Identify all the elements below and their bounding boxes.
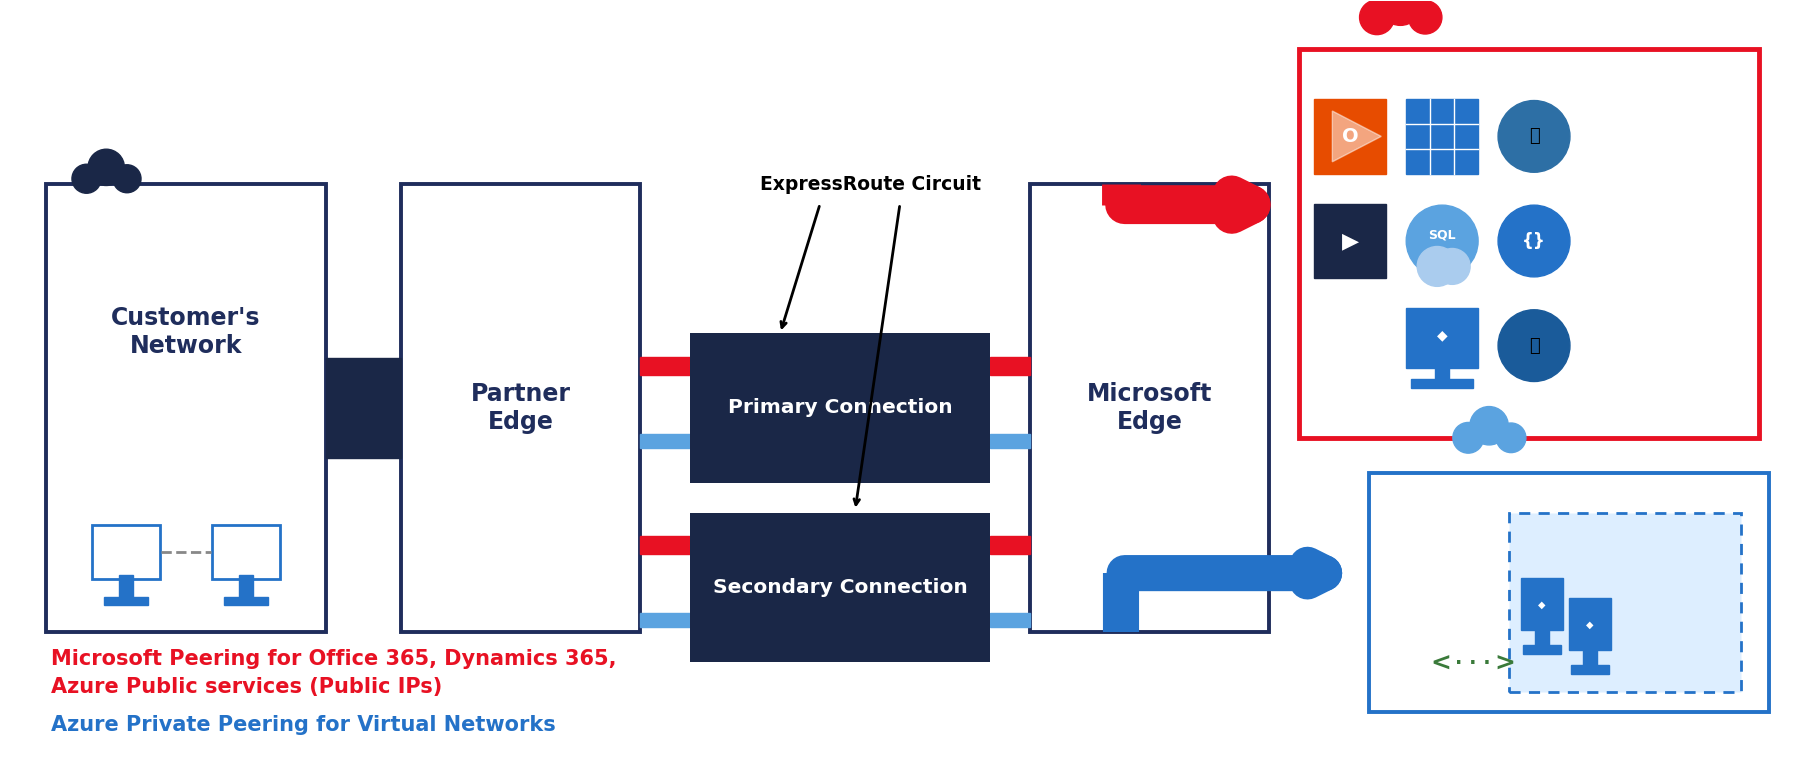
Bar — [1535, 626, 1550, 648]
FancyBboxPatch shape — [1508, 512, 1741, 692]
FancyBboxPatch shape — [1030, 184, 1269, 632]
Circle shape — [1359, 0, 1395, 35]
Circle shape — [1379, 0, 1422, 25]
Text: >: > — [1494, 652, 1516, 676]
Polygon shape — [1332, 111, 1381, 162]
Text: Customer's
Network: Customer's Network — [112, 306, 261, 358]
Text: Secondary Connection: Secondary Connection — [713, 578, 967, 597]
FancyBboxPatch shape — [401, 184, 641, 632]
Text: <: < — [1431, 652, 1451, 676]
Circle shape — [1498, 310, 1570, 382]
Circle shape — [1453, 422, 1483, 453]
Text: 🐘: 🐘 — [1528, 127, 1539, 145]
FancyBboxPatch shape — [92, 525, 160, 579]
Circle shape — [1406, 205, 1478, 277]
Text: ▶: ▶ — [1341, 231, 1359, 251]
Text: Azure Private Peering for Virtual Networks: Azure Private Peering for Virtual Networ… — [52, 715, 556, 735]
Bar — [1411, 379, 1472, 388]
Text: Primary Connection: Primary Connection — [727, 399, 952, 418]
Bar — [104, 598, 148, 605]
Text: ExpressRoute Circuit: ExpressRoute Circuit — [760, 174, 981, 194]
Circle shape — [1498, 101, 1570, 172]
Text: ◆: ◆ — [1586, 620, 1593, 630]
Bar — [119, 575, 133, 601]
Text: Partner
Edge: Partner Edge — [470, 382, 571, 434]
FancyBboxPatch shape — [691, 333, 990, 482]
Text: {}: {} — [1523, 232, 1546, 250]
Bar — [1435, 365, 1449, 383]
Circle shape — [88, 149, 124, 186]
Circle shape — [72, 164, 101, 194]
Bar — [641, 613, 691, 627]
Bar — [1406, 308, 1478, 368]
Circle shape — [1496, 423, 1526, 452]
Text: 🌐: 🌐 — [1528, 336, 1539, 355]
Bar — [990, 613, 1030, 627]
FancyBboxPatch shape — [212, 525, 281, 579]
Bar — [1571, 665, 1609, 674]
Bar — [1523, 645, 1561, 654]
Bar — [1521, 578, 1562, 630]
Circle shape — [113, 165, 140, 193]
Circle shape — [1471, 406, 1508, 445]
Bar — [326, 358, 401, 458]
Text: · · ·: · · · — [1456, 654, 1490, 674]
Circle shape — [1435, 249, 1471, 284]
Bar — [239, 575, 254, 601]
Circle shape — [1498, 205, 1570, 277]
Text: Microsoft
Edge: Microsoft Edge — [1087, 382, 1213, 434]
FancyBboxPatch shape — [1370, 472, 1769, 712]
Bar — [1314, 204, 1386, 278]
Bar — [641, 536, 691, 554]
Text: O: O — [1343, 127, 1359, 146]
Bar — [1570, 598, 1611, 650]
Bar — [1406, 99, 1478, 174]
Text: ◆: ◆ — [1436, 329, 1447, 343]
Bar — [641, 434, 691, 448]
Text: ◆: ◆ — [1539, 601, 1546, 611]
Text: Microsoft Peering for Office 365, Dynamics 365,
Azure Public services (Public IP: Microsoft Peering for Office 365, Dynami… — [52, 649, 617, 697]
Bar — [990, 536, 1030, 554]
Text: SQL: SQL — [1429, 229, 1456, 242]
FancyBboxPatch shape — [1300, 49, 1759, 438]
FancyBboxPatch shape — [691, 512, 990, 662]
Bar — [223, 598, 268, 605]
Bar — [990, 357, 1030, 375]
Bar — [1582, 646, 1597, 668]
Bar — [641, 357, 691, 375]
Bar — [990, 434, 1030, 448]
Circle shape — [1417, 247, 1458, 286]
Circle shape — [1408, 1, 1442, 34]
FancyBboxPatch shape — [47, 184, 326, 632]
Bar — [1314, 99, 1386, 174]
